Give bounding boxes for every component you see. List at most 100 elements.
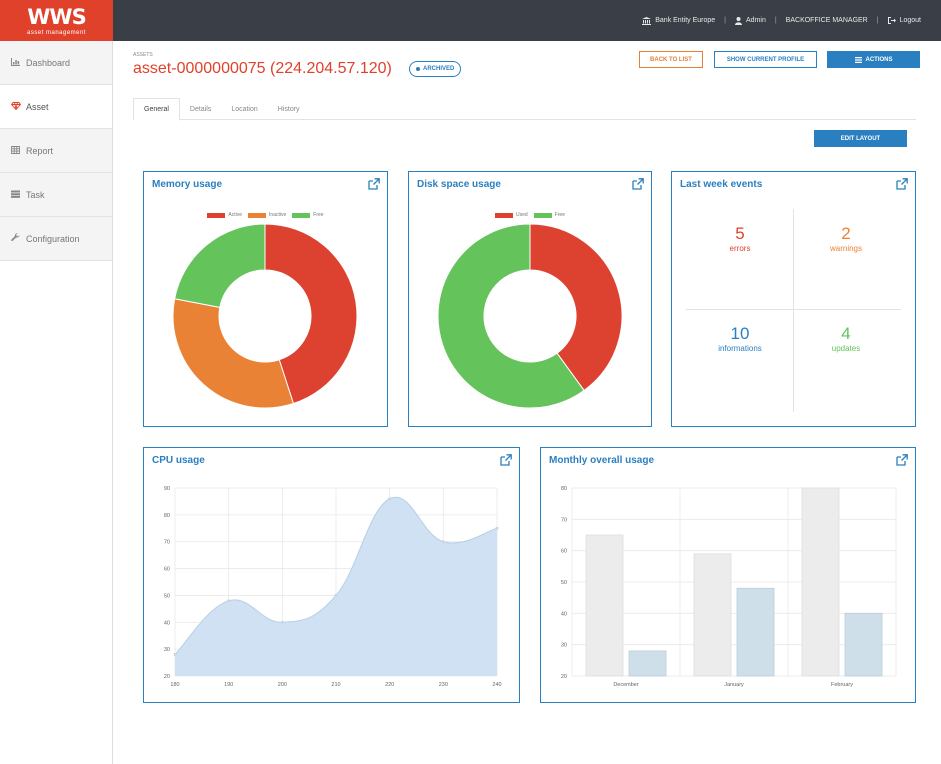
top-bar: WWS asset management Bank Entity Europe … xyxy=(0,0,941,41)
back-to-list-button[interactable]: BACK TO LIST xyxy=(639,51,703,68)
legend-swatch xyxy=(533,212,552,218)
sidebar-item-asset[interactable]: Asset xyxy=(0,85,112,129)
logout-link[interactable]: Logout xyxy=(887,17,921,24)
x-tick-label: January xyxy=(724,682,744,688)
chart-legend: Active Inactive Free xyxy=(144,212,387,218)
diamond-icon xyxy=(10,101,21,112)
legend-label: Free xyxy=(554,212,565,218)
bar-chart-icon xyxy=(10,57,21,68)
y-tick-label: 50 xyxy=(561,580,567,586)
tab-details[interactable]: Details xyxy=(189,105,212,113)
monthly-overall-usage-panel: Monthly overall usage 20 30 40 50 60 70 80 Dece… xyxy=(540,447,916,703)
status-dot-icon xyxy=(416,67,420,71)
y-tick-label: 40 xyxy=(164,620,170,626)
x-tick-label: 240 xyxy=(492,682,501,688)
pie-slice-inactive[interactable] xyxy=(172,298,295,409)
cpu-data-point[interactable] xyxy=(388,497,392,501)
sidebar-item-dashboard[interactable]: Dashboard xyxy=(0,41,112,85)
bar-series-2[interactable] xyxy=(736,587,775,677)
bar-series-2[interactable] xyxy=(628,650,667,677)
external-link-icon[interactable] xyxy=(368,178,380,190)
tab-history[interactable]: History xyxy=(277,105,300,113)
table-icon xyxy=(10,145,21,156)
y-tick-label: 20 xyxy=(164,674,170,680)
logo-subtitle: asset management xyxy=(26,30,87,36)
cpu-data-point[interactable] xyxy=(495,526,499,530)
tasks-icon xyxy=(10,190,21,200)
monthly-bar-chart: 20 30 40 50 60 70 80 December January February xyxy=(561,486,897,688)
cpu-data-point[interactable] xyxy=(334,593,338,597)
pie-slice-used[interactable] xyxy=(529,224,623,392)
legend-item: Active xyxy=(207,212,242,218)
logo[interactable]: WWS asset management xyxy=(0,0,113,41)
sidebar-item-report[interactable]: Report xyxy=(0,129,112,173)
cpu-usage-panel: CPU usage 20 30 40 50 60 70 80 90 180 190 200 210 22… xyxy=(143,447,520,703)
x-tick-label: 230 xyxy=(439,682,448,688)
pie-slice-active[interactable] xyxy=(264,224,358,405)
legend-swatch xyxy=(495,212,514,218)
pie-slice-free[interactable] xyxy=(437,224,585,409)
events-divider xyxy=(793,209,794,412)
y-tick-label: 20 xyxy=(561,674,567,680)
bar-series-2[interactable] xyxy=(844,612,883,677)
legend-label: Used xyxy=(516,212,528,218)
role-name: BACKOFFICE MANAGER xyxy=(785,17,868,24)
wrench-icon xyxy=(10,233,21,244)
role-label[interactable]: BACKOFFICE MANAGER xyxy=(786,17,868,24)
events-updates[interactable]: 4 updates xyxy=(796,324,896,353)
panel-title: Disk space usage xyxy=(417,179,501,190)
legend-label: Free xyxy=(313,212,324,218)
legend-swatch xyxy=(248,212,267,218)
last-week-events-panel: Last week events 5 errors 2 warnings 10 … xyxy=(671,171,916,427)
sidebar-item-configuration[interactable]: Configuration xyxy=(0,217,112,261)
show-current-profile-button[interactable]: SHOW CURRENT PROFILE xyxy=(714,51,817,68)
bar-series-1[interactable] xyxy=(801,487,840,677)
events-count: 5 xyxy=(735,224,745,243)
cpu-data-point[interactable] xyxy=(441,540,445,544)
events-count: 2 xyxy=(841,224,851,243)
disk-space-usage-panel: Disk space usage Used Free xyxy=(408,171,652,427)
status-badge-label: ARCHIVED xyxy=(423,66,455,72)
tab-location[interactable]: Location xyxy=(231,105,258,113)
legend-swatch xyxy=(207,212,226,218)
user-icon xyxy=(735,16,742,25)
breadcrumb[interactable]: Assets xyxy=(133,52,153,58)
y-tick-label: 60 xyxy=(561,549,567,555)
pie-slice-free[interactable] xyxy=(174,224,266,308)
external-link-icon[interactable] xyxy=(896,178,908,190)
sidebar-item-task[interactable]: Task xyxy=(0,173,112,217)
external-link-icon[interactable] xyxy=(500,454,512,466)
events-label: updates xyxy=(831,344,861,353)
legend-item: Free xyxy=(292,212,324,218)
main-content: Assets asset-0000000075 (224.204.57.120)… xyxy=(113,41,941,764)
edit-layout-button[interactable]: EDIT LAYOUT xyxy=(814,130,907,147)
sidebar-item-label: Task xyxy=(26,189,45,200)
disk-donut-chart xyxy=(437,224,623,409)
cpu-area-chart: 20 30 40 50 60 70 80 90 180 190 200 210 220 230 240 xyxy=(164,486,502,688)
bar-series-1[interactable] xyxy=(693,553,732,677)
legend-item: Free xyxy=(533,212,565,218)
page-title: asset-0000000075 (224.204.57.120) xyxy=(133,60,392,77)
legend-swatch xyxy=(292,212,311,218)
actions-button[interactable]: ACTIONS xyxy=(827,51,920,68)
legend-item: Used xyxy=(495,212,528,218)
bar-series-1[interactable] xyxy=(585,534,624,677)
entity-name: Bank Entity Europe xyxy=(655,17,716,24)
menu-icon xyxy=(854,56,862,63)
memory-donut-chart xyxy=(172,224,358,409)
logout-icon xyxy=(887,17,896,24)
y-tick-label: 70 xyxy=(164,540,170,546)
entity-selector[interactable]: Bank Entity Europe xyxy=(642,16,716,25)
cpu-data-point[interactable] xyxy=(227,599,231,603)
events-informations[interactable]: 10 informations xyxy=(690,324,790,353)
user-menu[interactable]: Admin xyxy=(735,16,766,25)
events-warnings[interactable]: 2 warnings xyxy=(796,224,896,253)
cpu-data-point[interactable] xyxy=(280,620,284,624)
panel-title: Monthly overall usage xyxy=(549,455,655,466)
external-link-icon[interactable] xyxy=(896,454,908,466)
cpu-data-point[interactable] xyxy=(173,653,177,657)
cpu-area-fill xyxy=(175,497,497,676)
events-errors[interactable]: 5 errors xyxy=(690,224,790,253)
tab-general[interactable]: General xyxy=(133,98,180,121)
external-link-icon[interactable] xyxy=(632,178,644,190)
